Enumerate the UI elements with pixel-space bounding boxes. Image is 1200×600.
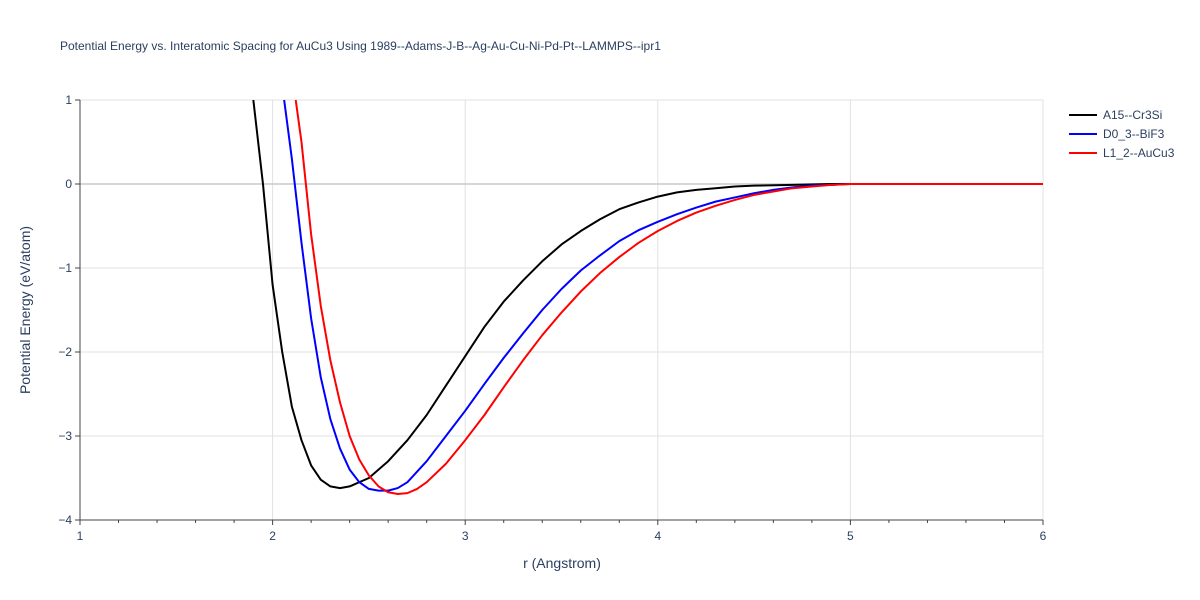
x-tick-label: 3 [462, 529, 469, 543]
legend-label: L1_2--AuCu3 [1103, 146, 1175, 160]
y-axis: 1 0 −1 −2 −3 −4 [58, 93, 81, 527]
chart-title: Potential Energy vs. Interatomic Spacing… [60, 39, 661, 53]
y-tick-label: −3 [58, 429, 72, 443]
series-line-0 [252, 100, 1043, 490]
plot-area [80, 99, 1044, 520]
y-tick-label: −4 [58, 513, 72, 527]
y-tick-label: 0 [65, 177, 72, 191]
x-tick-label: 5 [847, 529, 854, 543]
x-tick-label: 4 [654, 529, 661, 543]
x-axis: 1 2 3 4 5 6 [77, 519, 1047, 543]
y-tick-label: −2 [58, 345, 72, 359]
x-tick-label: 6 [1040, 529, 1047, 543]
series-layer [252, 100, 1043, 495]
y-tick-label: −1 [58, 261, 72, 275]
x-ticks: 1 2 3 4 5 6 [77, 520, 1047, 543]
x-grid [272, 100, 1044, 520]
y-ticks: 1 0 −1 −2 −3 −4 [58, 93, 80, 527]
legend: A15--Cr3Si D0_3--BiF3 L1_2--AuCu3 [1069, 108, 1175, 160]
legend-label: D0_3--BiF3 [1103, 127, 1165, 141]
x-tick-label: 2 [269, 529, 276, 543]
x-axis-title: r (Angstrom) [523, 555, 601, 571]
legend-label: A15--Cr3Si [1103, 108, 1162, 122]
x-tick-label: 1 [77, 529, 84, 543]
y-axis-title: Potential Energy (eV/atom) [17, 226, 33, 394]
y-tick-label: 1 [65, 93, 72, 107]
series-line-2 [294, 100, 1043, 495]
series-line-1 [283, 100, 1043, 492]
